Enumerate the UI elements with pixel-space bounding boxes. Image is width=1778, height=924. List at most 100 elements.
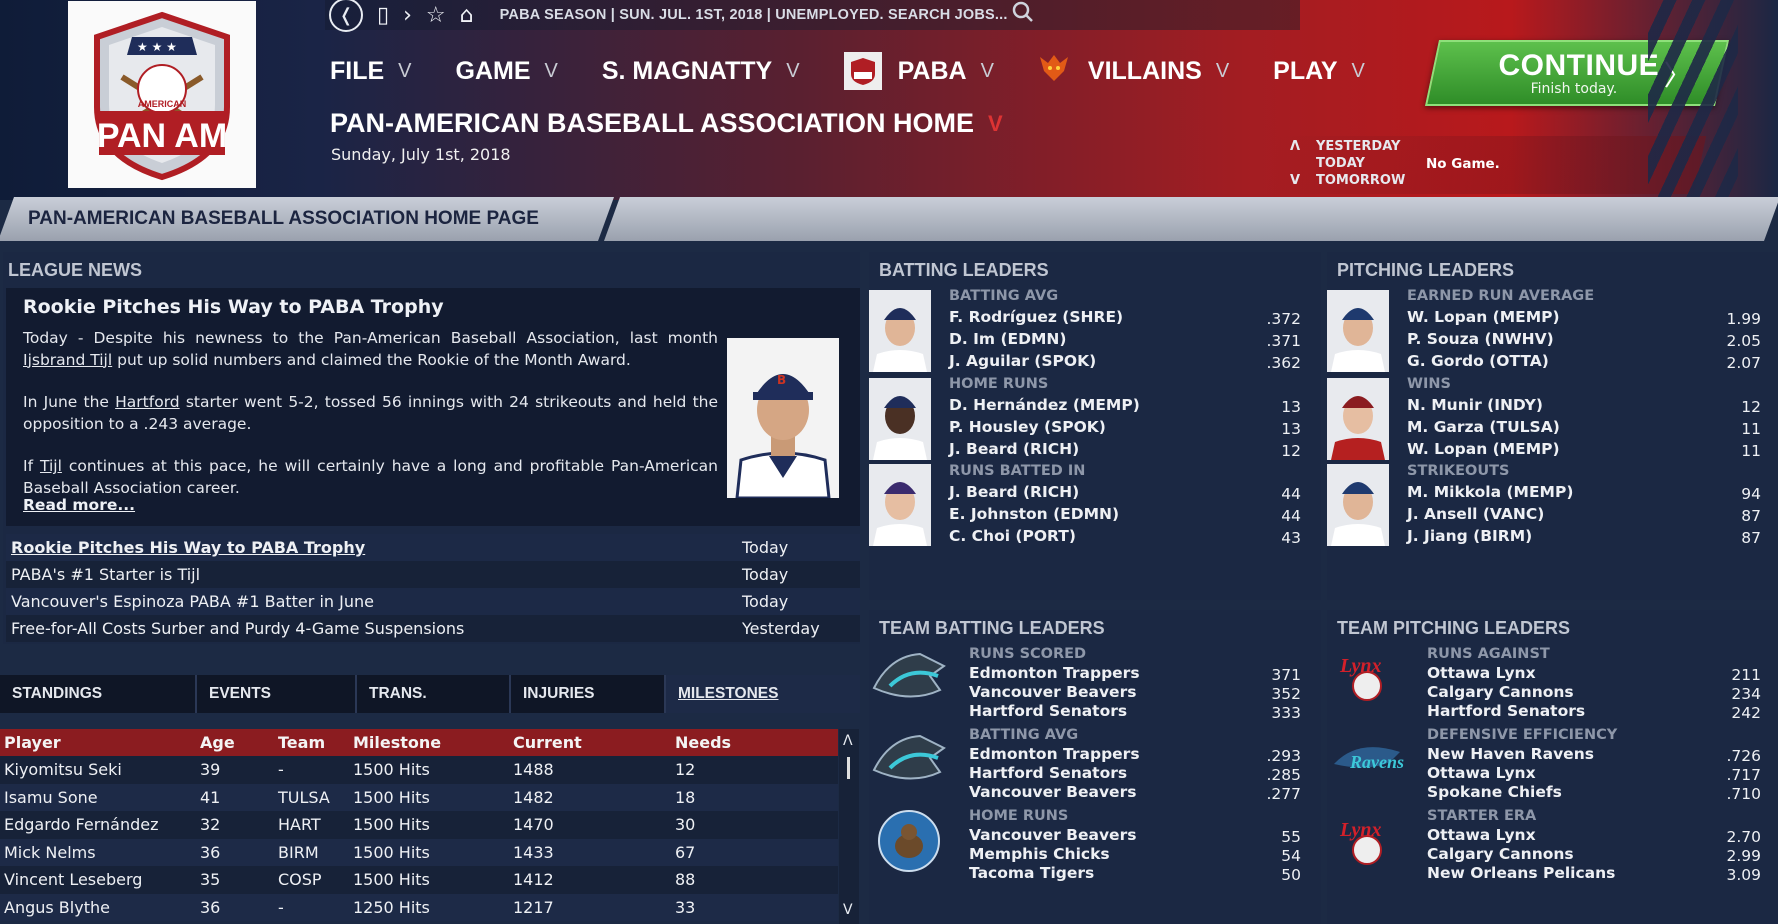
player-headshot[interactable] bbox=[1327, 378, 1389, 460]
team-name[interactable]: Spokane Chiefs bbox=[1427, 783, 1562, 801]
day-yesterday[interactable]: Λ YESTERDAY bbox=[1290, 139, 1401, 154]
leader-name[interactable]: P. Souza (NWHV) bbox=[1407, 330, 1554, 348]
team-name[interactable]: Tacoma Tigers bbox=[969, 864, 1095, 882]
table-row[interactable]: Edgardo Fernández 32 HART 1500 Hits 1470 30 bbox=[0, 811, 838, 839]
team-name[interactable]: Ottawa Lynx bbox=[1427, 764, 1536, 782]
leader-name[interactable]: E. Johnston (EDMN) bbox=[949, 505, 1120, 523]
tab-milestones[interactable]: MILESTONES bbox=[666, 675, 860, 713]
player-headshot[interactable] bbox=[869, 378, 931, 460]
team-name[interactable]: New Haven Ravens bbox=[1427, 745, 1594, 763]
team-name[interactable]: Vancouver Beavers bbox=[969, 826, 1137, 844]
read-more-link[interactable]: Read more... bbox=[23, 496, 136, 514]
leader-category: DEFENSIVE EFFICIENCY bbox=[1427, 727, 1618, 743]
leader-name[interactable]: C. Choi (PORT) bbox=[949, 527, 1076, 545]
star-icon[interactable]: ☆ bbox=[425, 2, 446, 28]
home-icon[interactable]: ⌂ bbox=[459, 2, 474, 28]
team-name[interactable]: Memphis Chicks bbox=[969, 845, 1110, 863]
team-name[interactable]: Calgary Cannons bbox=[1427, 845, 1574, 863]
chevron-down-icon[interactable]: V bbox=[843, 902, 853, 918]
table-row[interactable]: Angus Blythe 36-1250 Hits 1217 33 bbox=[0, 893, 838, 921]
team-name[interactable]: Vancouver Beavers bbox=[969, 683, 1137, 701]
news-item[interactable]: Free-for-All Costs Surber and Purdy 4-Ga… bbox=[6, 615, 860, 642]
player-photo[interactable]: B bbox=[727, 338, 839, 500]
team-name[interactable]: Hartford Senators bbox=[969, 702, 1128, 720]
continue-button[interactable]: CONTINUE Finish today. 〉 bbox=[1424, 40, 1730, 106]
leader-name[interactable]: W. Lopan (MEMP) bbox=[1407, 308, 1560, 326]
table-row[interactable]: Isamu Sone 41 TULSA 1500 Hits 1482 18 bbox=[0, 783, 838, 811]
team-name[interactable]: Edmonton Trappers bbox=[969, 745, 1140, 763]
player-headshot[interactable] bbox=[1327, 464, 1389, 546]
season-status-text[interactable]: PABA SEASON | SUN. JUL. 1ST, 2018 | UNEM… bbox=[499, 7, 1008, 23]
leader-name[interactable]: P. Housley (SPOK) bbox=[949, 418, 1106, 436]
tab-transactions[interactable]: TRANS. bbox=[357, 675, 511, 713]
team-name[interactable]: New Orleans Pelicans bbox=[1427, 864, 1616, 882]
news-item[interactable]: Rookie Pitches His Way to PABA Trophy Tod… bbox=[6, 534, 860, 561]
forward-icon[interactable]: › bbox=[403, 2, 412, 28]
leader-name[interactable]: F. Rodríguez (SHRE) bbox=[949, 308, 1124, 326]
menu-game[interactable]: GAME V bbox=[455, 56, 558, 85]
team-logo-icon[interactable] bbox=[869, 724, 949, 794]
table-row[interactable]: Kiyomitsu Seki 39-1500 Hits 1488 12 bbox=[0, 756, 838, 784]
team-name[interactable]: Ottawa Lynx bbox=[1427, 664, 1536, 682]
team-name[interactable]: Calgary Cannons bbox=[1427, 683, 1574, 701]
tab-injuries[interactable]: INJURIES bbox=[511, 675, 666, 713]
team-logo-icon[interactable]: Ravens bbox=[1327, 724, 1407, 794]
team-name[interactable]: Hartford Senators bbox=[1427, 702, 1586, 720]
player-headshot[interactable] bbox=[1327, 290, 1389, 372]
news-item[interactable]: PABA's #1 Starter is Tijl Today bbox=[6, 561, 860, 588]
tab-standings[interactable]: STANDINGS bbox=[0, 675, 197, 713]
news-item[interactable]: Vancouver's Espinoza PABA #1 Batter in J… bbox=[6, 588, 860, 615]
leader-name[interactable]: J. Aguilar (SPOK) bbox=[949, 352, 1097, 370]
leader-name[interactable]: M. Mikkola (MEMP) bbox=[1407, 483, 1574, 501]
leader-name[interactable]: N. Munir (INDY) bbox=[1407, 396, 1543, 414]
team-logo-icon[interactable]: Lynx bbox=[1327, 642, 1407, 712]
menu-file[interactable]: FILE V bbox=[330, 56, 412, 85]
team-logo-icon[interactable] bbox=[869, 806, 949, 876]
player-link[interactable]: Tijl bbox=[39, 457, 62, 475]
team-name[interactable]: Edmonton Trappers bbox=[969, 664, 1140, 682]
day-tomorrow[interactable]: V TOMORROW bbox=[1290, 173, 1406, 188]
player-headshot[interactable] bbox=[869, 290, 931, 372]
leader-name[interactable]: D. Hernández (MEMP) bbox=[949, 396, 1140, 414]
leader-name[interactable]: D. Im (EDMN) bbox=[949, 330, 1067, 348]
leader-name[interactable]: J. Ansell (VANC) bbox=[1407, 505, 1545, 523]
back-icon[interactable]: ❬ bbox=[329, 0, 363, 32]
leader-name[interactable]: M. Garza (TULSA) bbox=[1407, 418, 1560, 436]
player-headshot[interactable] bbox=[869, 464, 931, 546]
svg-text:Lynx: Lynx bbox=[1339, 655, 1381, 677]
leader-value: .293 bbox=[1266, 747, 1301, 765]
menu-play[interactable]: PLAY V bbox=[1273, 56, 1365, 85]
chevron-up-icon[interactable]: Λ bbox=[843, 733, 853, 749]
team-logo-icon[interactable] bbox=[869, 642, 949, 712]
table-row[interactable]: Mick Nelms 36 BIRM 1500 Hits 1433 67 bbox=[0, 838, 838, 866]
day-today[interactable]: TODAY bbox=[1316, 156, 1365, 171]
leader-name[interactable]: J. Jiang (BIRM) bbox=[1407, 527, 1533, 545]
team-link[interactable]: Hartford bbox=[115, 393, 180, 411]
bookmark-icon[interactable]: ▯ bbox=[377, 2, 390, 28]
leader-name[interactable]: G. Gordo (OTTA) bbox=[1407, 352, 1549, 370]
menu-league[interactable]: PABA V bbox=[843, 52, 994, 90]
leader-value: 11 bbox=[1741, 442, 1761, 460]
league-logo[interactable]: ★ ★ ★ AMERICAN PAN AM bbox=[68, 1, 256, 188]
tab-events[interactable]: EVENTS bbox=[197, 675, 357, 713]
team-name[interactable]: Ottawa Lynx bbox=[1427, 826, 1536, 844]
player-link[interactable]: Ijsbrand Tijl bbox=[23, 350, 113, 369]
leader-name[interactable]: W. Lopan (MEMP) bbox=[1407, 440, 1560, 458]
table-row[interactable]: Vincent Leseberg 35 COSP 1500 Hits 1412 88 bbox=[0, 866, 838, 894]
leader-name[interactable]: J. Beard (RICH) bbox=[949, 440, 1080, 458]
leader-category: WINS bbox=[1407, 376, 1451, 392]
scroll-thumb[interactable] bbox=[847, 757, 850, 779]
news-feature-headline[interactable]: Rookie Pitches His Way to PABA Trophy bbox=[23, 296, 444, 318]
team-logo-icon[interactable]: Lynx bbox=[1327, 806, 1407, 876]
menu-manager[interactable]: S. MAGNATTY V bbox=[601, 56, 800, 85]
team-name[interactable]: Hartford Senators bbox=[969, 764, 1128, 782]
info-tabs: STANDINGS EVENTS TRANS. INJURIES MILESTO… bbox=[0, 675, 860, 713]
leader-value: 13 bbox=[1281, 420, 1301, 438]
page-title[interactable]: PAN-AMERICAN BASEBALL ASSOCIATION HOME V bbox=[330, 108, 1003, 138]
search-icon[interactable] bbox=[1012, 1, 1034, 29]
menu-team[interactable]: VILLAINS V bbox=[1038, 53, 1229, 90]
milestones-scrollbar[interactable]: Λ V bbox=[839, 729, 859, 924]
team-name[interactable]: Vancouver Beavers bbox=[969, 783, 1137, 801]
leader-value: 242 bbox=[1731, 704, 1761, 722]
leader-name[interactable]: J. Beard (RICH) bbox=[949, 483, 1080, 501]
